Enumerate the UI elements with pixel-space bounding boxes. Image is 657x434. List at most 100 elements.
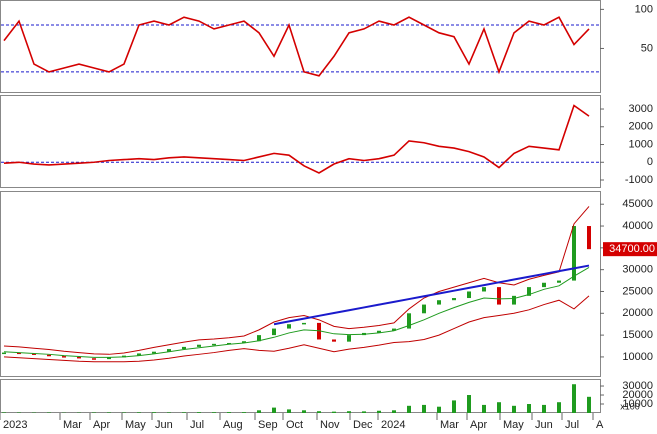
price-line — [3, 206, 590, 355]
x-tick-label: May — [503, 419, 524, 431]
x-tick-label: Jun — [535, 419, 553, 431]
y-tick-label: 20000 — [622, 307, 653, 319]
volume-bar — [272, 407, 276, 413]
candle — [542, 282, 546, 288]
candle — [197, 344, 201, 347]
x-tick-label: Aug — [223, 419, 243, 431]
candle — [212, 343, 216, 346]
y-tick-label: 10000 — [622, 351, 653, 363]
candle — [47, 354, 51, 357]
candle — [242, 341, 246, 343]
x-tick-label: Dec — [353, 419, 373, 431]
volume-bar — [182, 412, 186, 413]
volume-bar — [437, 406, 441, 413]
volume-bar — [167, 412, 171, 413]
candle — [497, 287, 501, 305]
volume-bar — [377, 410, 381, 413]
candle — [407, 313, 411, 329]
volume-bar — [512, 405, 516, 413]
volume-panel — [0, 379, 601, 413]
y-tick-label: 3000 — [629, 103, 653, 115]
volume-bar — [137, 412, 141, 413]
volume-bar — [197, 412, 201, 413]
y-tick-label: 50 — [641, 42, 653, 54]
x-tick-label: Mar — [63, 419, 82, 431]
candle — [167, 349, 171, 352]
y-tick-label: 25000 — [622, 285, 653, 297]
price-panel — [0, 191, 601, 377]
rsi-panel — [0, 0, 601, 93]
candle — [377, 330, 381, 333]
last-price-box — [603, 242, 657, 257]
candle — [557, 280, 561, 283]
volume-bar — [467, 395, 471, 413]
candle — [2, 352, 6, 355]
candle — [272, 328, 276, 336]
candle — [437, 300, 441, 305]
candle — [77, 356, 81, 359]
macd-panel — [0, 95, 601, 188]
y-tick-label: 30000 — [622, 264, 653, 276]
y-tick-label: 30000 — [622, 380, 653, 392]
volume-bar — [332, 411, 336, 413]
volume-bar — [257, 410, 261, 413]
volume-bar — [227, 412, 231, 413]
x-tick-label: Sep — [258, 419, 278, 431]
y-tick-label: 15000 — [622, 329, 653, 341]
x-tick-label: Jun — [155, 419, 173, 431]
candle — [527, 287, 531, 296]
indicator-line — [3, 104, 590, 174]
candle — [62, 356, 66, 358]
volume-bar — [407, 405, 411, 413]
y-tick-label: 1000 — [629, 138, 653, 150]
candle — [32, 353, 36, 355]
x-tick-label: Jul — [565, 419, 579, 431]
volume-bar — [302, 410, 306, 413]
price-line — [3, 295, 590, 363]
x-tick-label: 2023 — [3, 419, 27, 431]
candle — [107, 357, 111, 360]
volume-bar — [107, 412, 111, 413]
indicator-line — [3, 16, 590, 77]
candle — [227, 342, 231, 345]
candle — [137, 353, 141, 356]
y-tick-label: 2000 — [629, 121, 653, 133]
volume-bar — [152, 412, 156, 413]
y-tick-label: 20000 — [622, 389, 653, 401]
candle — [572, 226, 576, 281]
volume-bar — [287, 409, 291, 413]
volume-bar — [317, 411, 321, 413]
y-tick-label: 0 — [647, 156, 653, 168]
candle — [452, 298, 456, 301]
volume-bar — [527, 404, 531, 413]
x-tick-label: Oct — [286, 419, 303, 431]
volume-unit: x100 — [620, 401, 640, 411]
price-line — [273, 264, 590, 326]
volume-bar — [572, 384, 576, 413]
y-tick-label: 10000 — [622, 398, 653, 410]
volume-bar — [362, 411, 366, 413]
volume-bar — [422, 404, 426, 413]
x-tick-label: Mar — [440, 419, 459, 431]
candle — [257, 335, 261, 342]
last-price-label: 34700.00 — [609, 243, 655, 255]
volume-bar — [347, 411, 351, 413]
candle — [347, 335, 351, 342]
volume-bar — [242, 412, 246, 413]
y-tick-label: 100 — [635, 3, 653, 15]
x-tick-label: Jul — [190, 419, 204, 431]
candle — [182, 346, 186, 350]
candle — [467, 291, 471, 299]
price-line — [3, 267, 590, 358]
y-tick-label: 45000 — [622, 198, 653, 210]
candle — [332, 339, 336, 342]
volume-bar — [392, 410, 396, 413]
candle — [422, 304, 426, 314]
x-tick-label: Nov — [320, 419, 340, 431]
candle — [392, 328, 396, 331]
volume-bar — [452, 400, 456, 413]
x-tick-label: May — [125, 419, 146, 431]
candle — [512, 295, 516, 305]
volume-bar — [587, 396, 591, 413]
x-tick-label: A — [596, 419, 604, 431]
